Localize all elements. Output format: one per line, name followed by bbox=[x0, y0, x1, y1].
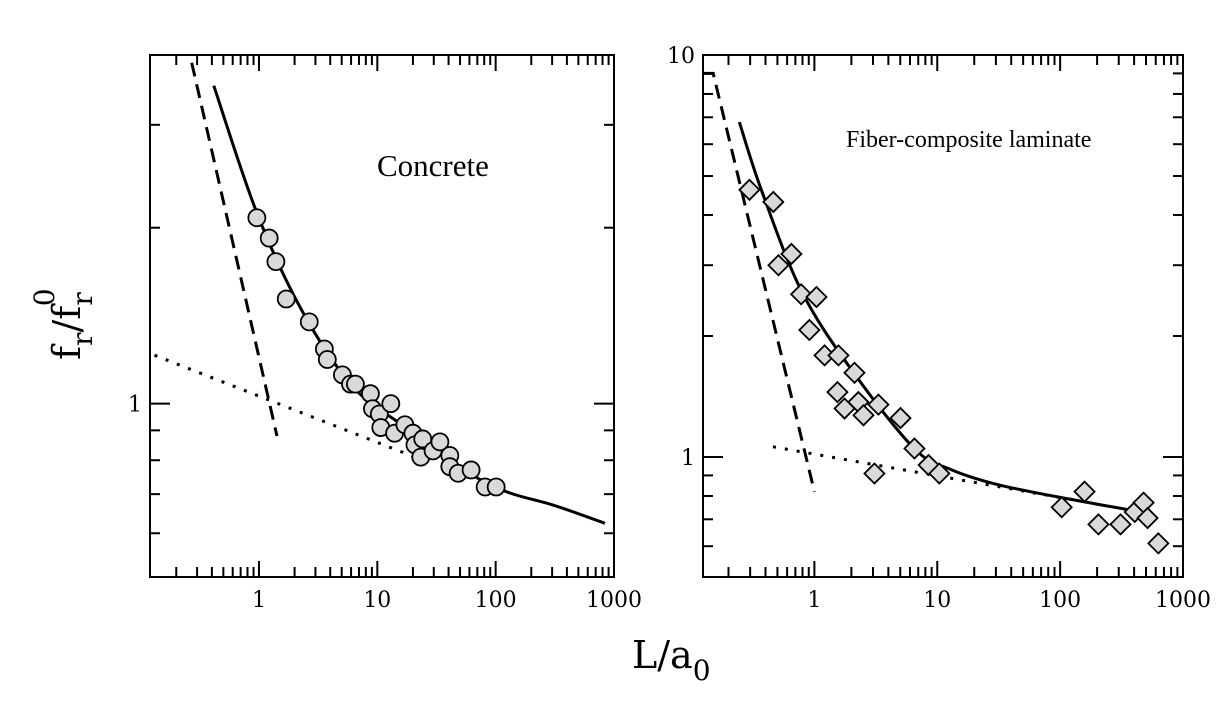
data-point-diamond bbox=[1109, 513, 1132, 536]
panel-fiber-composite-tick-labels: 1 10 100 1000 1 10 bbox=[667, 44, 1211, 613]
concrete-dashed-line bbox=[190, 62, 279, 437]
data-point-circle bbox=[266, 252, 286, 272]
data-point-diamond bbox=[780, 242, 803, 266]
data-point-diamond bbox=[863, 462, 886, 485]
data-point-diamond bbox=[762, 190, 785, 214]
panel-fiber-composite-frame bbox=[702, 54, 1184, 578]
fiber-solid-line bbox=[737, 121, 1149, 515]
data-point-circle bbox=[259, 228, 279, 248]
panel-concrete-frame bbox=[149, 54, 615, 578]
data-point-circle bbox=[317, 350, 337, 369]
x-axis-title-main: L/a bbox=[632, 633, 693, 677]
x-tick-label: 1 bbox=[807, 588, 821, 613]
data-point-diamond bbox=[889, 406, 912, 430]
x-tick-label: 1 bbox=[252, 588, 266, 613]
y-axis-title-slash-f: /f bbox=[45, 303, 89, 333]
x-tick-label: 10 bbox=[923, 588, 951, 613]
x-axis-title-subscript: 0 bbox=[693, 654, 711, 687]
data-point-diamond bbox=[1147, 532, 1170, 555]
x-tick-label: 100 bbox=[1039, 588, 1081, 613]
data-point-circle bbox=[486, 477, 506, 497]
panel-fiber-composite: 1 10 100 1000 1 10 Fiber-composite laminate bbox=[667, 44, 1211, 613]
x-tick-label: 100 bbox=[475, 588, 517, 613]
data-point-diamond bbox=[738, 178, 761, 202]
data-point-diamond bbox=[928, 462, 951, 485]
data-point-circle bbox=[299, 312, 319, 332]
x-axis-title: L/a0 bbox=[632, 633, 711, 687]
data-point-diamond bbox=[903, 437, 926, 460]
data-point-diamond bbox=[827, 344, 850, 367]
panel-fiber-composite-annotation: Fiber-composite laminate bbox=[846, 127, 1091, 153]
data-point-diamond bbox=[798, 318, 821, 342]
data-point-diamond bbox=[1136, 506, 1159, 530]
panel-concrete-marks bbox=[153, 62, 606, 525]
data-point-diamond bbox=[1050, 495, 1073, 519]
data-point-diamond bbox=[767, 253, 790, 277]
data-point-diamond bbox=[867, 393, 890, 416]
data-point-diamond bbox=[852, 404, 875, 427]
data-point-diamond bbox=[843, 361, 866, 385]
data-point-circle bbox=[461, 460, 481, 480]
data-point-diamond bbox=[826, 380, 849, 404]
y-tick-label: 10 bbox=[667, 44, 695, 69]
x-tick-label: 1000 bbox=[1155, 588, 1211, 613]
panel-concrete-ticks bbox=[150, 55, 615, 577]
panel-concrete-annotation: Concrete bbox=[377, 148, 489, 183]
concrete-dotted-line bbox=[153, 353, 424, 462]
data-point-circle bbox=[381, 394, 401, 414]
panel-concrete: 1 10 100 1000 1 Concrete bbox=[128, 54, 642, 613]
x-tick-label: 10 bbox=[363, 588, 391, 613]
panel-fiber-composite-ticks bbox=[703, 55, 1184, 577]
x-tick-label: 1000 bbox=[586, 588, 642, 613]
y-axis-title-sup: 0 bbox=[28, 288, 61, 306]
data-point-circle bbox=[276, 289, 296, 309]
data-point-diamond bbox=[1073, 480, 1096, 503]
data-point-circle bbox=[430, 432, 450, 452]
data-point-circle bbox=[247, 208, 267, 228]
y-tick-label: 1 bbox=[128, 393, 142, 418]
y-axis-title-sub1: r bbox=[66, 332, 99, 346]
data-point-diamond bbox=[805, 285, 828, 309]
y-axis-title-sub2: r bbox=[66, 292, 99, 306]
y-tick-label: 1 bbox=[681, 446, 695, 471]
panel-concrete-tick-labels: 1 10 100 1000 1 bbox=[128, 393, 642, 613]
data-point-circle bbox=[346, 374, 365, 394]
y-axis-title: fr/fr0 bbox=[28, 288, 99, 360]
data-point-diamond bbox=[789, 282, 813, 306]
y-axis-title-f: f bbox=[45, 343, 89, 360]
data-point-diamond bbox=[1087, 513, 1110, 536]
